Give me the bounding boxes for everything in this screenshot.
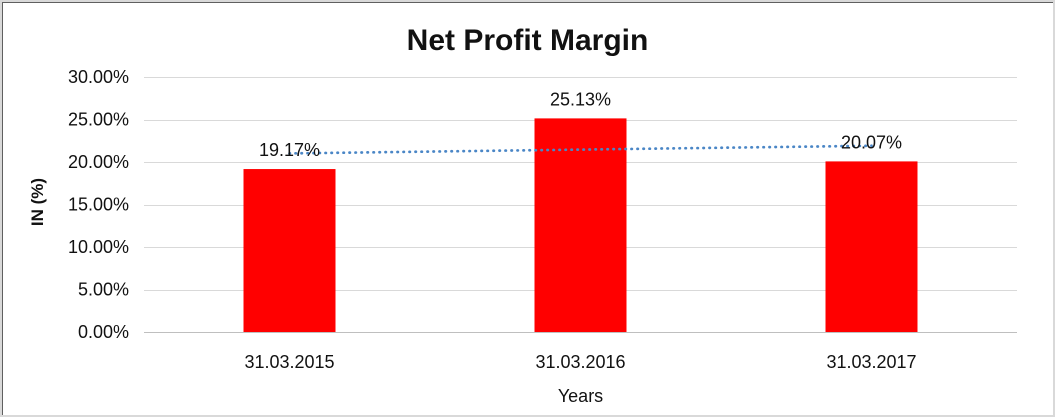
bar [243, 169, 336, 332]
y-tick-label: 0.00% [78, 322, 129, 342]
y-tick-label: 15.00% [68, 195, 129, 215]
chart-title: Net Profit Margin [406, 24, 649, 57]
y-tick-label: 10.00% [68, 237, 129, 257]
x-axis-title: Years [557, 386, 604, 406]
y-tick-label: 5.00% [78, 280, 129, 300]
y-tick-label: 25.00% [68, 110, 129, 130]
y-tick-label: 20.00% [68, 152, 129, 172]
data-label: 20.07% [841, 132, 902, 152]
y-tick-label: 30.00% [68, 67, 129, 87]
trendline [288, 144, 873, 155]
bar [825, 161, 918, 332]
data-label: 19.17% [259, 140, 320, 160]
bar [534, 118, 627, 333]
x-category-label: 31.03.2017 [826, 352, 916, 372]
data-label: 25.13% [550, 89, 611, 109]
x-category-label: 31.03.2015 [244, 352, 334, 372]
x-category-label: 31.03.2016 [535, 352, 625, 372]
